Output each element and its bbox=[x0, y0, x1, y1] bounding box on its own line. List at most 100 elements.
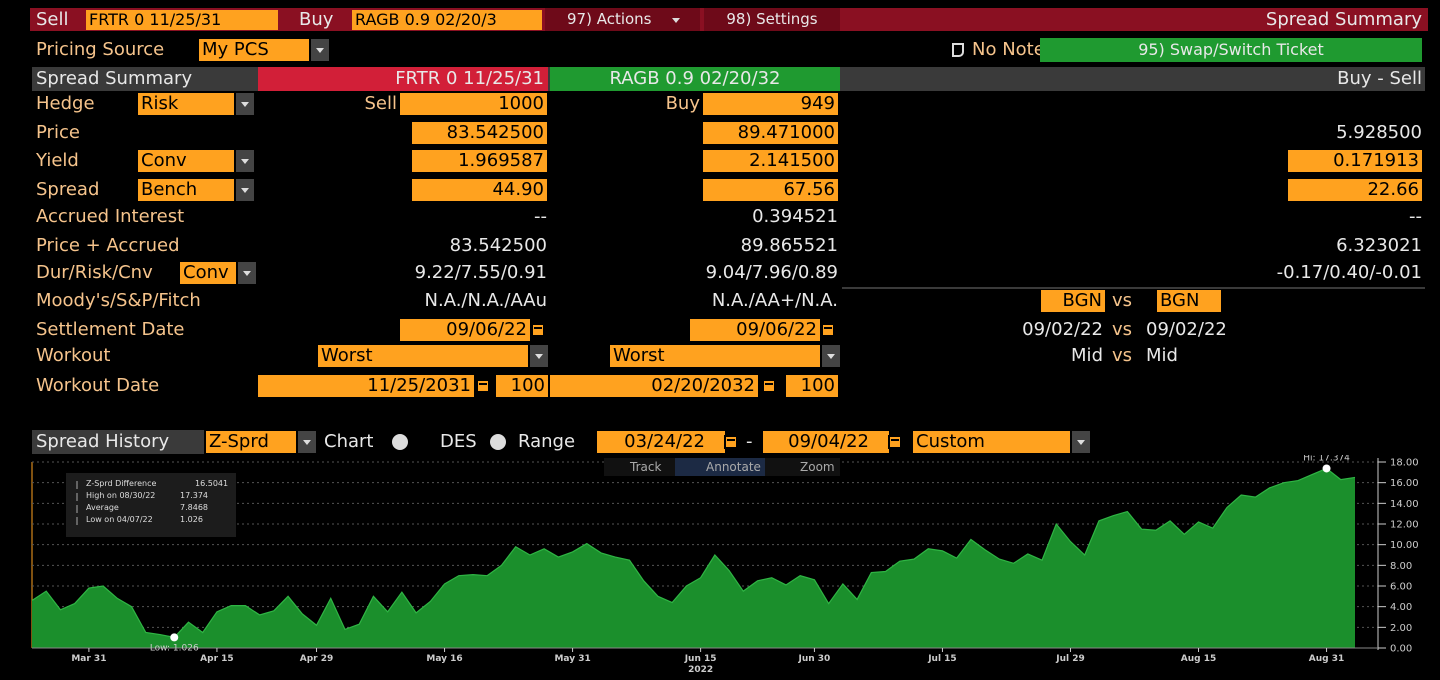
dropdown[interactable] bbox=[822, 345, 840, 367]
row-label: Workout bbox=[36, 345, 111, 366]
area-line bbox=[31, 467, 1356, 639]
buy-value: N.A./AA+/N.A. bbox=[711, 290, 838, 311]
range-dash: - bbox=[746, 431, 753, 452]
notes-icon bbox=[952, 43, 964, 57]
row-label: Hedge bbox=[36, 93, 95, 114]
range-period[interactable]: Custom bbox=[913, 431, 1070, 453]
pricing-source[interactable]: My PCS bbox=[199, 39, 309, 61]
row-label: Accrued Interest bbox=[36, 206, 185, 227]
dropdown[interactable] bbox=[236, 93, 254, 115]
dropdown[interactable] bbox=[236, 179, 254, 201]
sell-value: 83.542500 bbox=[449, 235, 547, 256]
buy-value[interactable]: Worst bbox=[610, 345, 820, 367]
calendar-icon[interactable] bbox=[476, 379, 490, 393]
y-tick-label: 10.00 bbox=[1390, 540, 1419, 551]
diff-source[interactable]: BGN bbox=[1041, 290, 1105, 312]
y-tick-label: 0.00 bbox=[1390, 644, 1412, 655]
calendar-icon[interactable] bbox=[888, 435, 902, 449]
sell-price[interactable]: 100 bbox=[496, 375, 548, 397]
dropdown[interactable] bbox=[298, 431, 316, 453]
sell-value[interactable]: 44.90 bbox=[412, 179, 547, 201]
diff-value: -- bbox=[1409, 206, 1422, 227]
diff-right: 09/02/22 bbox=[1146, 319, 1227, 340]
sell-value[interactable]: 1.969587 bbox=[412, 150, 547, 172]
low-label: Low: 1.026 bbox=[150, 643, 199, 653]
dropdown[interactable] bbox=[238, 262, 256, 284]
chart-button[interactable]: Chart bbox=[324, 431, 374, 452]
dropdown[interactable] bbox=[1072, 431, 1090, 453]
legend-label: Average bbox=[86, 503, 119, 512]
actions-button[interactable]: 97) Actions bbox=[545, 8, 700, 31]
row-option[interactable]: Conv bbox=[138, 150, 234, 172]
x-tick-label: May 31 bbox=[554, 654, 590, 664]
range-label: Range bbox=[518, 431, 576, 452]
notes[interactable]: No Notes bbox=[972, 39, 1055, 60]
high-label: Hi: 17.374 bbox=[1303, 455, 1350, 463]
sell-label: Sell bbox=[364, 93, 397, 114]
x-tick-label: May 16 bbox=[426, 654, 462, 664]
sell-value: N.A./N.A./AAu bbox=[424, 290, 547, 311]
chart-tool[interactable]: Track bbox=[629, 460, 661, 474]
buy-price[interactable]: 100 bbox=[786, 375, 838, 397]
x-tick-label: Apr 29 bbox=[300, 654, 334, 664]
legend-box bbox=[66, 473, 236, 537]
buy-value[interactable]: 2.141500 bbox=[703, 150, 838, 172]
chart-tool[interactable]: Annotate bbox=[706, 460, 761, 474]
calendar-icon[interactable] bbox=[724, 435, 738, 449]
y-tick-label: 4.00 bbox=[1390, 602, 1412, 613]
settings-button[interactable]: 98) Settings bbox=[704, 8, 840, 31]
buy-value: 0.394521 bbox=[752, 206, 838, 227]
row-label: Spread bbox=[36, 179, 100, 200]
dropdown[interactable] bbox=[236, 150, 254, 172]
calendar-icon[interactable] bbox=[531, 323, 545, 337]
y-tick-label: 2.00 bbox=[1390, 623, 1412, 634]
range-start[interactable]: 03/24/22 bbox=[597, 431, 725, 453]
swap-ticket-button[interactable]: 95) Swap/Switch Ticket bbox=[1040, 38, 1422, 62]
buy-value[interactable]: 67.56 bbox=[703, 179, 838, 201]
history-field[interactable]: Z-Sprd bbox=[206, 431, 296, 453]
diff-vs: vs bbox=[1112, 345, 1133, 366]
annotate-highlight bbox=[675, 458, 765, 476]
header-label: Spread Summary bbox=[36, 68, 193, 89]
row-label: Price bbox=[36, 122, 80, 143]
dropdown[interactable] bbox=[530, 345, 548, 367]
buy-label: Buy bbox=[665, 93, 700, 114]
sell-label: Sell bbox=[36, 9, 69, 30]
row-option[interactable]: Bench bbox=[138, 179, 234, 201]
sell-value[interactable]: 09/06/22 bbox=[400, 319, 530, 341]
sell-value[interactable]: 11/25/2031 bbox=[258, 375, 474, 397]
legend-value: 17.374 bbox=[180, 491, 208, 500]
row-option[interactable]: Conv bbox=[180, 262, 236, 284]
sell-amount[interactable]: 1000 bbox=[400, 93, 547, 115]
diff-source[interactable]: BGN bbox=[1157, 290, 1221, 312]
buy-value[interactable]: 89.471000 bbox=[703, 122, 838, 144]
row-option[interactable]: Risk bbox=[138, 93, 234, 115]
dropdown[interactable] bbox=[311, 39, 329, 61]
chart-tool[interactable]: Zoom bbox=[800, 460, 835, 474]
sell-value[interactable]: Worst bbox=[318, 345, 528, 367]
buy-amount[interactable]: 949 bbox=[703, 93, 838, 115]
diff-right: Mid bbox=[1146, 345, 1178, 366]
chart-icon bbox=[392, 434, 408, 450]
diff-value[interactable]: 0.171913 bbox=[1288, 150, 1422, 172]
sell-security[interactable]: FRTR 0 11/25/31 bbox=[86, 10, 278, 30]
sell-value[interactable]: 83.542500 bbox=[412, 122, 547, 144]
buy-value[interactable]: 02/20/2032 bbox=[550, 375, 758, 397]
calendar-icon[interactable] bbox=[762, 379, 776, 393]
x-tick-label: Aug 15 bbox=[1181, 654, 1216, 664]
diff-vs: vs bbox=[1112, 319, 1133, 340]
diff-value[interactable]: 22.66 bbox=[1288, 179, 1422, 201]
row-label: Dur/Risk/Cnv bbox=[36, 262, 153, 283]
x-tick-label: Jul 29 bbox=[1055, 654, 1085, 664]
des-button[interactable]: DES bbox=[440, 431, 477, 452]
diff-value: -0.17/0.40/-0.01 bbox=[1276, 262, 1422, 283]
history-chart: 0.00 2.00 4.00 6.00 8.00 10.00 12.00 14.00 16.00… bbox=[31, 455, 1419, 675]
calendar-icon[interactable] bbox=[821, 323, 835, 337]
area bbox=[32, 468, 1355, 648]
row-label: Settlement Date bbox=[36, 319, 185, 340]
buy-security[interactable]: RAGB 0.9 02/20/3 bbox=[352, 10, 542, 30]
legend-value: 1.026 bbox=[180, 515, 203, 524]
buy-value[interactable]: 09/06/22 bbox=[690, 319, 820, 341]
range-end[interactable]: 09/04/22 bbox=[763, 431, 889, 453]
